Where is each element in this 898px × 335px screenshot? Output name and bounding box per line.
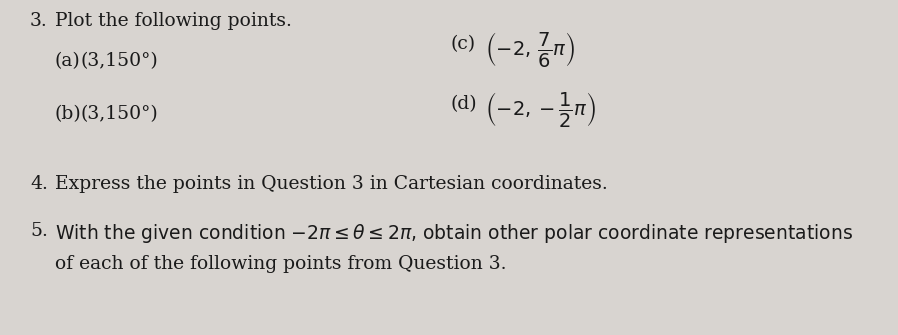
- Text: of each of the following points from Question 3.: of each of the following points from Que…: [55, 255, 506, 273]
- Text: 4.: 4.: [30, 175, 48, 193]
- Text: 3.: 3.: [30, 12, 48, 30]
- Text: (c): (c): [450, 35, 475, 53]
- Text: (3,150°): (3,150°): [80, 52, 158, 70]
- Text: $\left(-2,\,\dfrac{7}{6}\pi\right)$: $\left(-2,\,\dfrac{7}{6}\pi\right)$: [485, 30, 575, 69]
- Text: (d): (d): [450, 95, 477, 113]
- Text: (a): (a): [55, 52, 81, 70]
- Text: Express the points in Question 3 in Cartesian coordinates.: Express the points in Question 3 in Cart…: [55, 175, 608, 193]
- Text: 5.: 5.: [30, 222, 48, 240]
- Text: $\left(-2,-\dfrac{1}{2}\pi\right)$: $\left(-2,-\dfrac{1}{2}\pi\right)$: [485, 90, 596, 129]
- Text: Plot the following points.: Plot the following points.: [55, 12, 292, 30]
- Text: (3,150°): (3,150°): [80, 105, 158, 123]
- Text: (b): (b): [55, 105, 82, 123]
- Text: With the given condition $-2\pi \leq \theta \leq 2\pi$, obtain other polar coord: With the given condition $-2\pi \leq \th…: [55, 222, 853, 245]
